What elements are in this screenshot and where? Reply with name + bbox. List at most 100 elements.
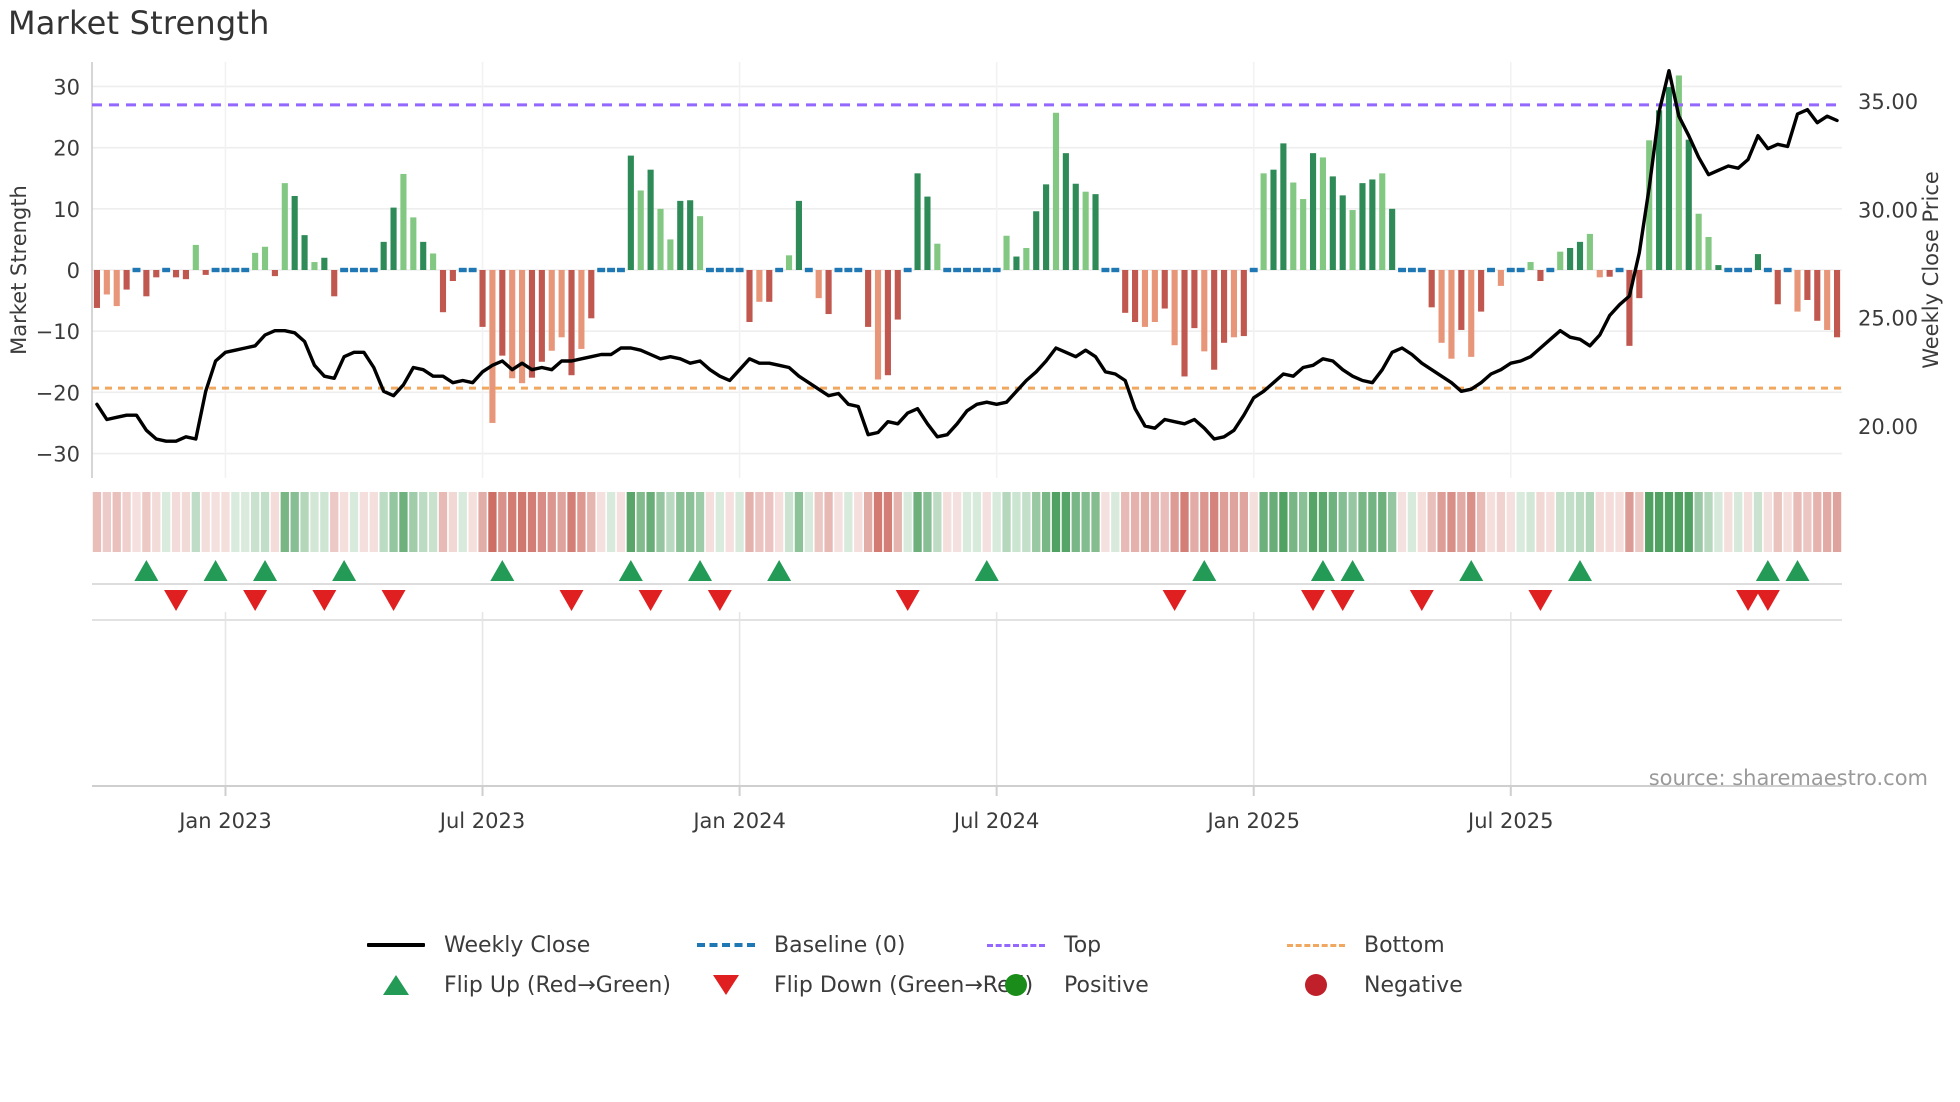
heatmap-cell[interactable]: [1012, 492, 1021, 552]
heatmap-cell[interactable]: [270, 492, 280, 552]
heatmap-cell[interactable]: [1249, 492, 1258, 552]
strength-bar[interactable]: [884, 270, 891, 376]
heatmap-cell[interactable]: [1091, 492, 1100, 552]
strength-bar[interactable]: [558, 270, 565, 338]
strength-bar[interactable]: [1092, 194, 1099, 270]
heatmap-cell[interactable]: [1200, 492, 1209, 552]
strength-bar[interactable]: [1003, 235, 1010, 270]
flip-down-marker[interactable]: [1755, 590, 1780, 611]
strength-bar[interactable]: [568, 270, 575, 376]
heatmap-cell[interactable]: [824, 492, 833, 552]
heatmap-cell[interactable]: [1565, 492, 1575, 552]
heatmap-cell[interactable]: [1378, 492, 1387, 552]
heatmap-cell[interactable]: [191, 492, 200, 552]
heatmap-cell[interactable]: [1269, 492, 1278, 552]
heatmap-cell[interactable]: [1051, 492, 1061, 552]
strength-bar[interactable]: [1191, 270, 1198, 329]
heatmap-cell[interactable]: [863, 492, 873, 552]
heatmap-cell[interactable]: [517, 492, 527, 552]
strength-bar[interactable]: [766, 270, 773, 302]
strength-bar[interactable]: [1230, 270, 1238, 338]
strength-bar[interactable]: [1567, 247, 1574, 270]
strength-bar[interactable]: [865, 270, 872, 327]
heatmap-cell[interactable]: [369, 492, 378, 552]
strength-bar[interactable]: [756, 270, 763, 302]
heatmap-cell[interactable]: [162, 492, 171, 552]
heatmap-cell[interactable]: [794, 492, 804, 552]
heatmap-cell[interactable]: [893, 492, 902, 552]
heatmap-cell[interactable]: [260, 492, 270, 552]
strength-bar[interactable]: [696, 216, 704, 270]
heatmap-cell[interactable]: [1674, 492, 1684, 552]
heatmap-cell[interactable]: [448, 492, 458, 552]
heatmap-cell[interactable]: [854, 492, 863, 552]
heatmap-cell[interactable]: [1279, 492, 1288, 552]
strength-bar[interactable]: [1438, 270, 1445, 343]
heatmap-cell[interactable]: [1081, 492, 1090, 552]
heatmap-cell[interactable]: [250, 492, 260, 552]
heatmap-cell[interactable]: [389, 492, 398, 552]
flip-up-marker[interactable]: [1755, 560, 1780, 581]
strength-bar[interactable]: [1319, 157, 1326, 270]
heatmap-cell[interactable]: [1150, 492, 1160, 552]
strength-bar[interactable]: [400, 173, 407, 270]
heatmap-cell[interactable]: [1556, 492, 1565, 552]
heatmap-cell[interactable]: [1803, 492, 1812, 552]
heatmap-cell[interactable]: [686, 492, 695, 552]
heatmap-cell[interactable]: [1625, 492, 1634, 552]
heatmap-cell[interactable]: [1476, 492, 1486, 552]
heatmap-cell[interactable]: [1368, 492, 1377, 552]
strength-bar[interactable]: [252, 252, 259, 270]
strength-bar[interactable]: [637, 190, 644, 270]
strength-bar[interactable]: [1043, 184, 1050, 270]
heatmap-cell[interactable]: [1061, 492, 1071, 552]
heatmap-cell[interactable]: [1437, 492, 1446, 552]
heatmap-cell[interactable]: [349, 492, 359, 552]
strength-bar[interactable]: [1794, 270, 1801, 312]
flip-up-marker[interactable]: [688, 560, 713, 581]
heatmap-cell[interactable]: [1813, 492, 1822, 552]
heatmap-cell[interactable]: [745, 492, 754, 552]
strength-bar[interactable]: [1211, 270, 1218, 370]
strength-bar[interactable]: [489, 270, 496, 423]
strength-bar[interactable]: [1013, 256, 1020, 270]
heatmap-cell[interactable]: [755, 492, 764, 552]
heatmap-cell[interactable]: [1763, 492, 1772, 552]
heatmap-cell[interactable]: [646, 492, 655, 552]
strength-bar[interactable]: [1389, 208, 1396, 270]
strength-bar[interactable]: [924, 196, 931, 270]
heatmap-cell[interactable]: [1724, 492, 1733, 552]
heatmap-cell[interactable]: [1032, 492, 1041, 552]
legend-item-negative[interactable]: Negative: [1280, 972, 1463, 998]
heatmap-cell[interactable]: [606, 492, 616, 552]
strength-bar[interactable]: [281, 183, 288, 270]
flip-up-marker[interactable]: [1192, 560, 1217, 581]
strength-bar[interactable]: [143, 270, 150, 297]
strength-bar[interactable]: [1814, 270, 1821, 321]
strength-bar[interactable]: [1023, 247, 1030, 270]
heatmap-cell[interactable]: [656, 492, 665, 552]
flip-up-marker[interactable]: [134, 560, 159, 581]
strength-bar[interactable]: [677, 200, 684, 270]
heatmap-cell[interactable]: [616, 492, 626, 552]
flip-down-marker[interactable]: [243, 590, 268, 611]
strength-bar[interactable]: [815, 270, 822, 299]
heatmap-cell[interactable]: [1397, 492, 1407, 552]
heatmap-cell[interactable]: [883, 492, 893, 552]
strength-bar[interactable]: [1141, 270, 1149, 327]
heatmap-cell[interactable]: [1190, 492, 1199, 552]
strength-bar[interactable]: [894, 270, 901, 320]
heatmap-cell[interactable]: [1664, 492, 1674, 552]
heatmap-cell[interactable]: [112, 492, 121, 552]
strength-bar[interactable]: [1181, 270, 1188, 377]
heatmap-cell[interactable]: [1467, 492, 1476, 552]
heatmap-cell[interactable]: [92, 492, 102, 552]
heatmap-cell[interactable]: [181, 492, 191, 552]
heatmap-cell[interactable]: [725, 492, 734, 552]
heatmap-cell[interactable]: [537, 492, 547, 552]
heatmap-cell[interactable]: [1130, 492, 1140, 552]
heatmap-cell[interactable]: [1417, 492, 1426, 552]
strength-bar[interactable]: [548, 270, 555, 351]
strength-bar[interactable]: [1576, 241, 1584, 270]
strength-bar[interactable]: [103, 270, 110, 295]
